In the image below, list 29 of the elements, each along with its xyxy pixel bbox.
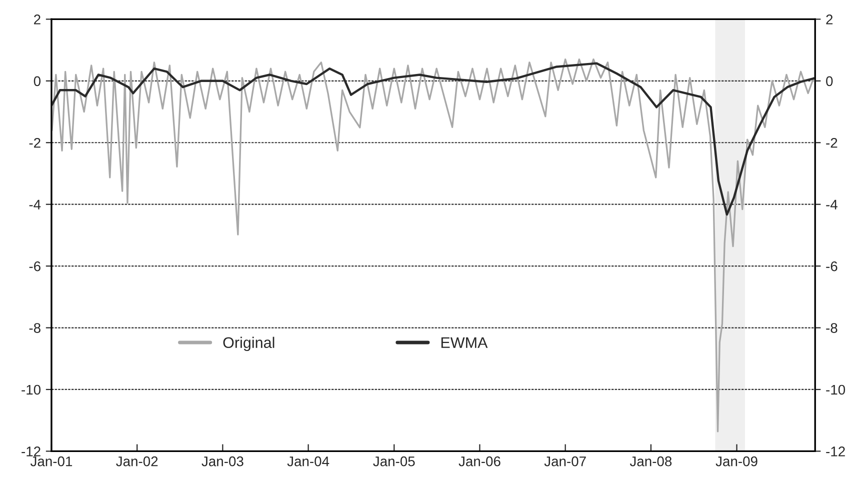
y-tick-label: -8 [29, 323, 40, 333]
x-tick-label: Jan-06 [458, 456, 500, 466]
x-tick-label: Jan-08 [630, 456, 672, 466]
legend-label: Original [223, 336, 274, 352]
y-tick-label: -4 [29, 200, 41, 210]
x-tick-label: Jan-03 [202, 456, 244, 466]
x-tick-label: Jan-09 [716, 456, 758, 466]
line-series [51, 62, 815, 216]
y2-tick-label: -2 [826, 138, 838, 148]
y-tick-label: -10 [22, 384, 41, 395]
y2-tick-label: 0 [826, 76, 833, 86]
legend-label: EWMA [441, 337, 488, 348]
y-tick-label: -2 [29, 138, 40, 148]
x-tick-label: Jan-01 [30, 456, 72, 466]
x-tick-label: Jan-05 [373, 456, 415, 466]
y2-tick-label: 2 [826, 14, 833, 24]
y-tick-label: 2 [34, 14, 40, 24]
y2-tick-label: -6 [826, 261, 838, 272]
y2-tick-label: -10 [826, 384, 846, 395]
y2-tick-label: -12 [826, 446, 845, 456]
x-tick-label: Jan-07 [544, 456, 586, 466]
x-tick-label: Jan-02 [116, 456, 158, 466]
y-tick-label: -12 [22, 446, 40, 456]
line-series [51, 58, 815, 432]
y-tick-label: -6 [29, 261, 40, 272]
y-tick-label: 0 [34, 76, 41, 86]
x-tick-label: Jan-04 [287, 456, 330, 466]
y2-tick-label: -4 [826, 200, 838, 210]
y2-tick-label: -8 [826, 323, 838, 333]
